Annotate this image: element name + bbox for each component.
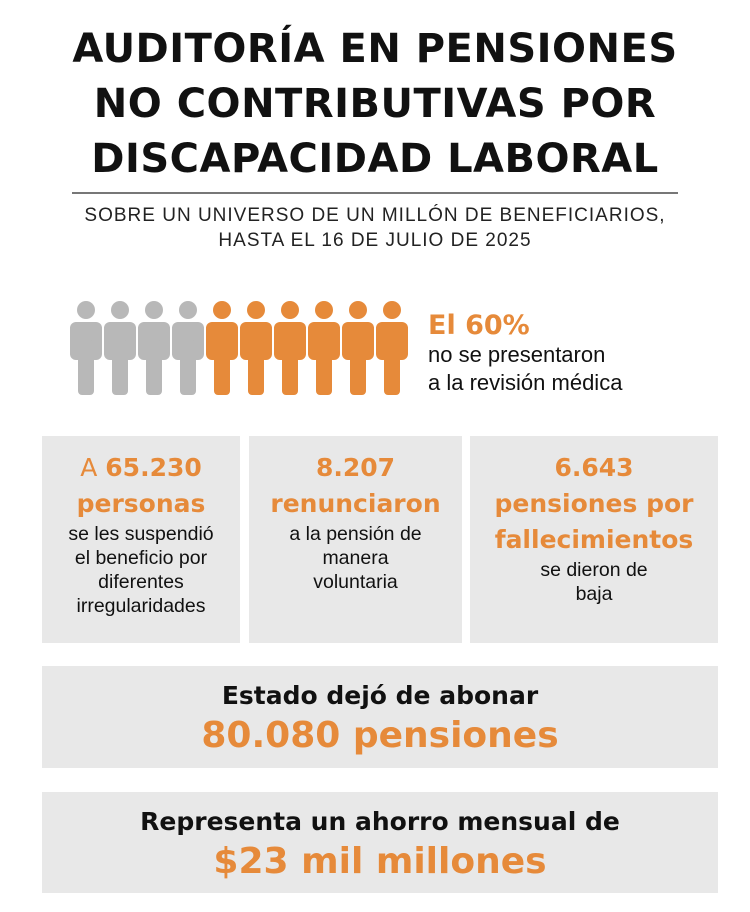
stat-value: El 60%: [428, 310, 530, 341]
stat-desc: irregularidades: [76, 595, 206, 617]
stat-number: 6.643: [554, 453, 634, 482]
stat-box-deaths: 6.643 pensiones por fallecimientos se di…: [470, 436, 718, 643]
stat-desc: el beneficio por: [74, 547, 208, 569]
stat-number-label: personas: [76, 489, 206, 518]
stat-desc: a la pensión de: [289, 523, 422, 545]
stat-box-suspended: A 65.230 personas se les suspendió el be…: [42, 436, 240, 643]
stat-desc: baja: [575, 583, 613, 605]
person-icon: [342, 300, 374, 396]
person-icon: [104, 300, 136, 396]
savings-box: Representa un ahorro mensual de $23 mil …: [42, 792, 718, 893]
stat-desc: se dieron de: [540, 559, 648, 581]
stat-desc: manera: [322, 547, 389, 569]
person-icon: [376, 300, 408, 396]
stat-number-label: pensiones por: [494, 489, 694, 518]
stat-number: A 65.230: [80, 453, 202, 482]
stat-number: 8.207: [315, 453, 396, 482]
person-icon: [172, 300, 204, 396]
savings-value: $23 mil millones: [213, 841, 547, 882]
subtitle: SOBRE UN UNIVERSO DE UN MILLÓN DE BENEFI…: [0, 203, 750, 253]
total-box: Estado dejó de abonar 80.080 pensiones: [42, 666, 718, 768]
person-icon: [138, 300, 170, 396]
person-icon: [308, 300, 340, 396]
stat-desc: diferentes: [98, 571, 184, 593]
stat-number-label: fallecimientos: [494, 525, 694, 554]
person-icon: [70, 300, 102, 396]
people-pictogram: [70, 300, 408, 396]
stat-text: no se presentaron: [428, 342, 606, 367]
divider: [72, 192, 678, 194]
stat-box-resigned: 8.207 renunciaron a la pensión de manera…: [249, 436, 462, 643]
person-icon: [240, 300, 272, 396]
stat-number-label: renunciaron: [270, 489, 441, 518]
subtitle-line: HASTA EL 16 DE JULIO DE 2025: [218, 230, 532, 251]
title-line: NO CONTRIBUTIVAS POR: [93, 81, 657, 127]
stat-desc: se les suspendió: [68, 523, 214, 545]
total-value: 80.080 pensiones: [201, 715, 559, 756]
stat-60-percent: El 60% no se presentaron a la revisión m…: [428, 310, 622, 397]
stat-desc: voluntaria: [313, 571, 398, 593]
title-line: DISCAPACIDAD LABORAL: [91, 136, 659, 182]
page-title: AUDITORÍA EN PENSIONES NO CONTRIBUTIVAS …: [0, 22, 750, 187]
stat-text: a la revisión médica: [428, 370, 623, 395]
savings-label: Representa un ahorro mensual de: [140, 807, 620, 836]
person-icon: [274, 300, 306, 396]
title-line: AUDITORÍA EN PENSIONES: [72, 26, 678, 72]
subtitle-line: SOBRE UN UNIVERSO DE UN MILLÓN DE BENEFI…: [84, 205, 666, 226]
total-label: Estado dejó de abonar: [221, 681, 539, 710]
person-icon: [206, 300, 238, 396]
